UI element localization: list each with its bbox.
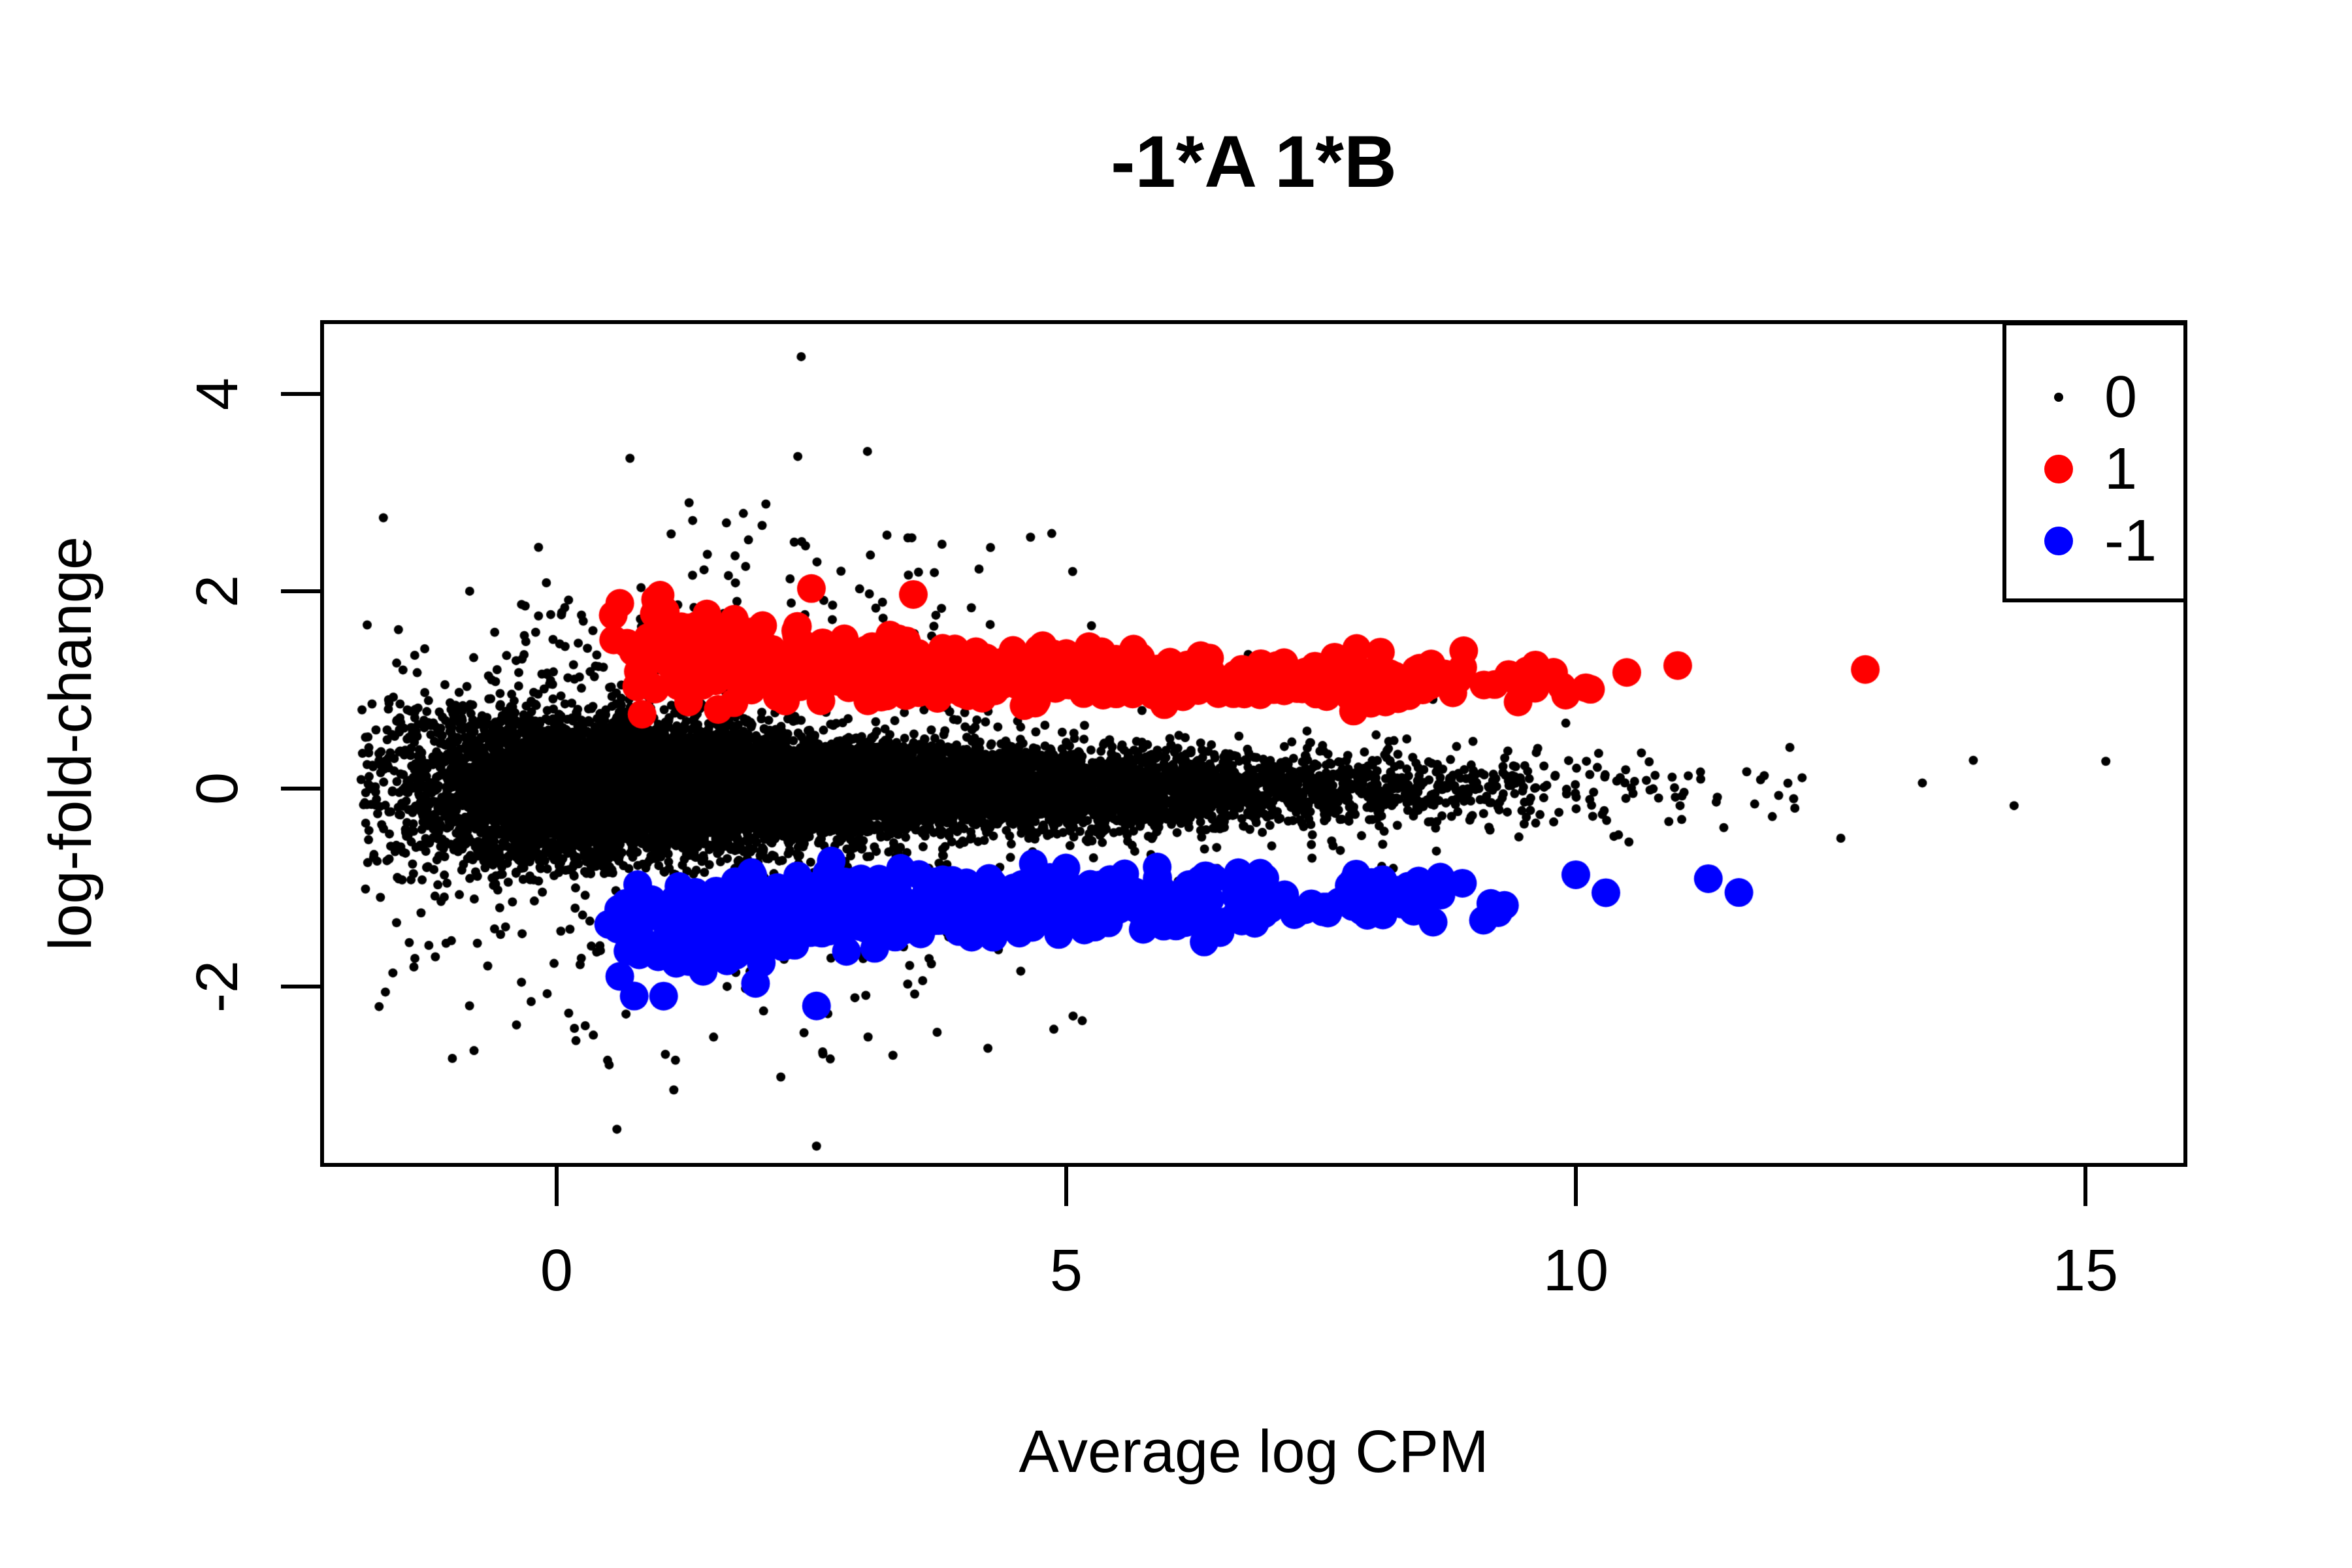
chart-title: -1*A 1*B (1111, 121, 1397, 203)
legend-marker-blue-dot (2044, 527, 2073, 555)
y-axis-title: log-fold-change (37, 536, 104, 951)
x-tick-label: 5 (1049, 1238, 1083, 1303)
y-tick-mark (281, 392, 320, 397)
legend-label-group-0: 0 (2104, 365, 2138, 430)
y-tick-label: -2 (185, 960, 250, 1013)
x-tick-mark (554, 1167, 559, 1206)
legend: 0 1 -1 (2002, 321, 2187, 602)
x-tick-label: 0 (540, 1238, 573, 1303)
legend-label-group-1: 1 (2104, 436, 2138, 502)
plot-border (320, 320, 2187, 1167)
x-tick-mark (1573, 1167, 1578, 1206)
y-tick-label: 4 (185, 378, 250, 411)
x-axis-title: Average log CPM (1019, 1418, 1489, 1485)
y-tick-mark (281, 787, 320, 791)
x-tick-label: 10 (1543, 1238, 1609, 1303)
y-tick-mark (281, 984, 320, 988)
y-tick-mark (281, 589, 320, 594)
y-tick-label: 2 (185, 575, 250, 608)
legend-marker-red-dot (2044, 455, 2073, 483)
y-tick-label: 0 (185, 772, 250, 806)
x-tick-label: 15 (2052, 1238, 2119, 1303)
x-tick-mark (1064, 1167, 1068, 1206)
legend-label-group-neg1: -1 (2104, 508, 2157, 574)
x-tick-mark (2083, 1167, 2087, 1206)
legend-marker-black-dot (2054, 393, 2063, 402)
